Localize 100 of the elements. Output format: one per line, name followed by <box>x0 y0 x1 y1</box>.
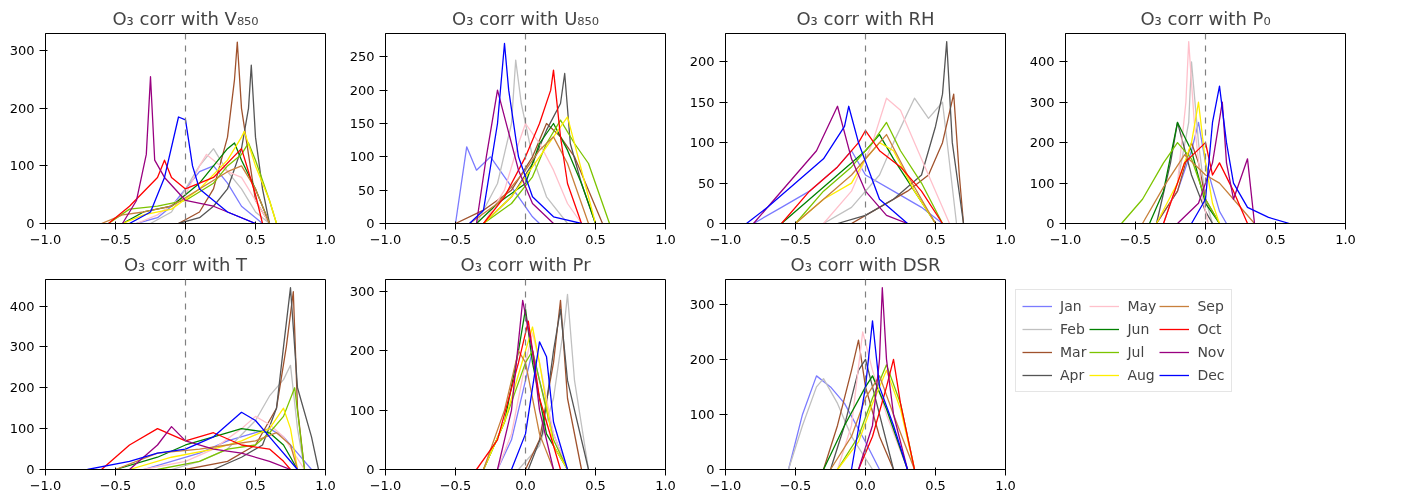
line-series <box>128 116 257 224</box>
y-tick-label: 200 <box>349 343 375 359</box>
x-tick-label: 0.0 <box>855 477 876 493</box>
legend-label: Dec <box>1197 367 1225 383</box>
line-series <box>156 387 306 470</box>
legend-label: Mar <box>1060 344 1087 360</box>
x-tick-label: 1.0 <box>655 477 676 493</box>
line-series <box>794 121 944 224</box>
y-tick-label: 100 <box>349 402 375 418</box>
y-tick-label: 400 <box>1029 54 1055 70</box>
y-tick-label: 150 <box>689 94 715 110</box>
line-series <box>517 293 590 470</box>
x-tick-label: −0.5 <box>439 477 472 493</box>
x-tick-label: 1.0 <box>655 231 676 247</box>
legend-label: Apr <box>1060 367 1085 383</box>
line-series <box>527 308 590 470</box>
legend-label: Oct <box>1197 321 1222 337</box>
line-series <box>121 130 278 224</box>
x-tick-label: −0.5 <box>99 231 132 247</box>
y-tick-label: 100 <box>9 421 35 437</box>
line-series <box>857 358 916 470</box>
y-tick-label: 200 <box>9 380 35 396</box>
line-series <box>1148 121 1221 224</box>
y-tick-label: 0 <box>26 216 35 231</box>
y-tick-label: 50 <box>357 182 375 198</box>
x-tick-label: −1.0 <box>369 477 402 493</box>
y-tick-label: 200 <box>349 82 375 98</box>
line-series <box>822 339 895 470</box>
line-series <box>829 358 895 470</box>
x-tick-label: −0.5 <box>1119 231 1152 247</box>
y-tick-label: 0 <box>26 462 35 477</box>
y-tick-label: 300 <box>689 296 715 312</box>
x-tick-label: 0.0 <box>175 231 196 247</box>
line-series <box>496 299 555 470</box>
line-series <box>482 122 583 224</box>
line-series <box>1141 154 1256 224</box>
chart-title: O₃ corr with RH <box>796 7 935 29</box>
line-series <box>836 40 965 224</box>
x-tick-label: 0.0 <box>515 231 536 247</box>
x-tick-label: 1.0 <box>995 231 1016 247</box>
chart-title: O₃ corr with T <box>123 253 249 275</box>
line-series <box>475 59 569 224</box>
x-tick-label: −0.5 <box>439 231 472 247</box>
x-tick-label: −1.0 <box>709 477 742 493</box>
line-series <box>468 136 590 224</box>
x-tick-label: −1.0 <box>29 231 62 247</box>
y-tick-label: 200 <box>689 54 715 70</box>
line-series <box>475 89 555 224</box>
legend-label: Sep <box>1197 298 1224 314</box>
y-tick-label: 100 <box>1029 175 1055 191</box>
y-tick-label: 100 <box>689 406 715 422</box>
y-tick-label: 300 <box>1029 94 1055 110</box>
legend-label: May <box>1127 298 1157 314</box>
x-tick-label: −1.0 <box>1049 231 1082 247</box>
y-tick-label: 200 <box>689 351 715 367</box>
line-series <box>1190 85 1291 224</box>
line-series <box>454 122 604 224</box>
y-tick-label: 300 <box>9 339 35 355</box>
x-tick-label: −0.5 <box>779 477 812 493</box>
x-tick-label: −1.0 <box>709 231 742 247</box>
line-series <box>482 350 555 470</box>
x-tick-label: −0.5 <box>99 477 132 493</box>
legend-label: Jan <box>1060 298 1082 314</box>
legend-label: Aug <box>1127 367 1155 383</box>
y-tick-label: 100 <box>9 158 35 174</box>
x-tick-label: 0.5 <box>245 231 266 247</box>
x-tick-label: 1.0 <box>315 231 336 247</box>
legend-label: Feb <box>1060 321 1085 337</box>
y-tick-label: 0 <box>366 462 375 477</box>
x-tick-label: 0.5 <box>1265 231 1286 247</box>
line-series <box>142 415 306 470</box>
x-tick-label: 0.5 <box>585 231 606 247</box>
y-tick-label: 0 <box>706 216 715 231</box>
x-tick-label: 1.0 <box>995 477 1016 493</box>
x-tick-label: −0.5 <box>779 231 812 247</box>
y-tick-label: 0 <box>1046 216 1055 231</box>
line-series <box>86 411 299 470</box>
x-tick-label: 0.5 <box>925 477 946 493</box>
line-series <box>1120 142 1221 224</box>
line-series <box>1155 101 1221 224</box>
legend-label: Jun <box>1127 321 1150 337</box>
y-tick-label: 300 <box>349 283 375 299</box>
line-series <box>149 148 271 224</box>
y-tick-label: 0 <box>706 462 715 477</box>
y-tick-label: 250 <box>349 49 375 65</box>
line-series <box>510 341 569 470</box>
line-series <box>468 42 583 224</box>
chart-title: O₃ corr with DSR <box>790 253 941 275</box>
line-series <box>100 165 271 224</box>
chart-title: O₃ corr with V₈₅₀ <box>112 7 259 29</box>
y-tick-label: 200 <box>1029 135 1055 151</box>
x-tick-label: 0.0 <box>515 477 536 493</box>
y-tick-label: 0 <box>366 216 375 231</box>
line-series <box>850 320 909 470</box>
chart-title: O₃ corr with Pr <box>460 253 592 275</box>
line-series <box>454 146 541 224</box>
x-tick-label: 0.5 <box>925 231 946 247</box>
chart-title: O₃ corr with P₀ <box>1140 7 1271 29</box>
y-tick-label: 200 <box>9 100 35 116</box>
y-tick-label: 150 <box>349 116 375 131</box>
